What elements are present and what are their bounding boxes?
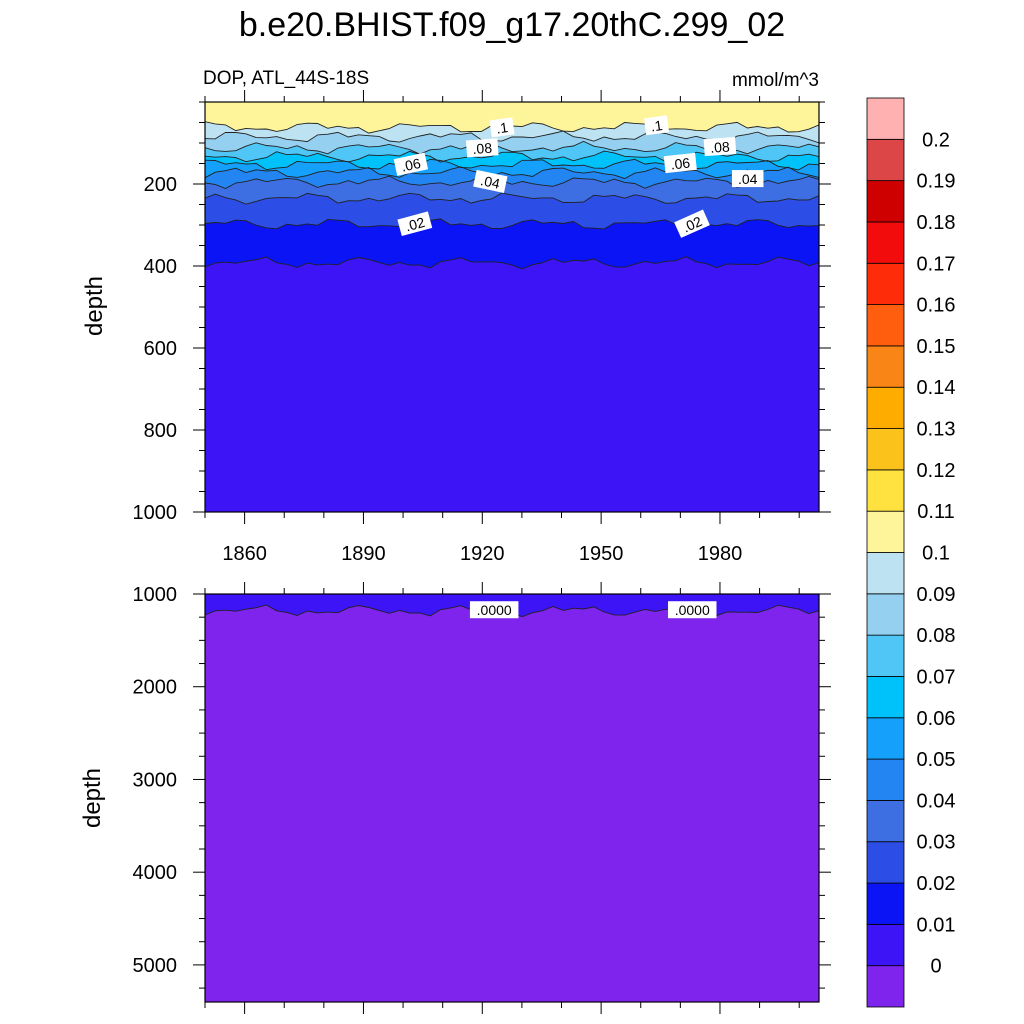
y-tick-label: 200 xyxy=(144,174,177,196)
svg-text:.04: .04 xyxy=(738,171,758,187)
colorbar-tick-label: 0.19 xyxy=(917,171,956,193)
svg-text:.08: .08 xyxy=(710,138,731,155)
svg-text:.1: .1 xyxy=(650,117,664,134)
colorbar-tick-label: 0.2 xyxy=(922,129,950,151)
panel-fill xyxy=(205,594,819,1002)
contour-label: .02 xyxy=(397,211,433,236)
colorbar-tick-label: 0.13 xyxy=(917,419,956,441)
colorbar-box xyxy=(866,758,905,801)
svg-text:.02: .02 xyxy=(680,213,704,236)
colorbar-tick-label: 0.15 xyxy=(917,336,956,358)
colorbar-tick-label: 0.07 xyxy=(917,666,956,688)
colorbar: 0 0.01 0.02 0.03 0.04 0.05 0.06 0.07 0.08 0.09 0.1… xyxy=(866,97,956,1008)
colorbar-box xyxy=(866,345,905,388)
y-tick-label: 1000 xyxy=(133,584,178,606)
colorbar-box xyxy=(866,717,905,760)
contour-line xyxy=(205,192,819,205)
colorbar-box xyxy=(866,593,905,636)
colorbar-box xyxy=(866,469,905,512)
contour-line xyxy=(205,218,819,231)
contour-label: .06 xyxy=(393,152,429,176)
y-tick-label: 4000 xyxy=(133,862,178,884)
upper-y-axis-label: depth xyxy=(81,276,108,336)
contour-label: .0000 xyxy=(667,601,717,619)
colorbar-tick-label: 0.08 xyxy=(917,625,956,647)
colorbar-box xyxy=(866,221,905,264)
colorbar-box xyxy=(866,965,905,1008)
colorbar-tick-label: 0.1 xyxy=(922,543,950,565)
contour-label: .04 xyxy=(731,170,764,188)
x-tick-label: 1980 xyxy=(698,543,743,565)
chart-title: b.e20.BHIST.f09_g17.20thC.299_02 xyxy=(239,6,785,44)
colorbar-tick-label: 0.01 xyxy=(917,914,956,936)
svg-text:.1: .1 xyxy=(495,119,509,136)
x-tick-label: 1920 xyxy=(460,543,505,565)
colorbar-tick-label: 0.05 xyxy=(917,749,956,771)
colorbar-box xyxy=(866,923,905,967)
colorbar-box xyxy=(866,841,905,884)
colorbar-tick-label: 0.18 xyxy=(917,212,956,234)
contour-line xyxy=(205,158,819,171)
x-tick-label: 1950 xyxy=(579,543,624,565)
colorbar-box xyxy=(866,510,905,553)
contour-label: .0000 xyxy=(469,601,519,619)
colorbar-box xyxy=(866,428,905,471)
x-tick-label: 1890 xyxy=(341,543,386,565)
colorbar-tick-label: 0.04 xyxy=(917,790,956,812)
colorbar-tick-label: 0.09 xyxy=(917,584,956,606)
colorbar-box xyxy=(866,138,905,182)
colorbar-tick-label: 0.16 xyxy=(917,295,956,317)
contour-line xyxy=(205,175,819,189)
svg-text:.08: .08 xyxy=(472,140,493,157)
svg-text:.06: .06 xyxy=(670,155,691,173)
svg-text:.06: .06 xyxy=(400,155,423,175)
y-tick-label: 1000 xyxy=(133,502,178,524)
contour-label: .1 xyxy=(643,115,670,136)
colorbar-box xyxy=(866,800,905,843)
colorbar-tick-label: 0.02 xyxy=(917,873,956,895)
y-tick-label: 800 xyxy=(144,420,177,442)
upper-panel: .1.1.08.08.06.06.04.04.02.02200400600800… xyxy=(133,90,831,565)
contour-label: .08 xyxy=(465,138,499,158)
colorbar-tick-label: 0.12 xyxy=(917,460,956,482)
svg-text:.0000: .0000 xyxy=(477,602,512,618)
colorbar-tick-label: 0.06 xyxy=(917,708,956,730)
colorbar-box xyxy=(866,304,905,347)
y-tick-label: 2000 xyxy=(133,677,178,699)
y-tick-label: 5000 xyxy=(133,955,178,977)
contour-label: .1 xyxy=(489,117,515,138)
variable-region-label: DOP, ATL_44S-18S xyxy=(203,68,369,89)
contour-line xyxy=(205,166,819,180)
contour-label: .08 xyxy=(703,137,737,157)
colorbar-box xyxy=(866,634,905,677)
colorbar-box xyxy=(866,552,905,595)
contour-label: .04 xyxy=(473,169,508,194)
colorbar-tick-label: 0 xyxy=(930,956,941,978)
lower-y-axis-label: depth xyxy=(79,768,106,828)
svg-text:.02: .02 xyxy=(403,214,426,235)
contour-line xyxy=(205,256,819,270)
colorbar-box xyxy=(866,97,905,140)
colorbar-box xyxy=(866,386,905,429)
colorbar-tick-label: 0.03 xyxy=(917,832,956,854)
contour-label: .06 xyxy=(663,152,697,174)
lower-panel: .0000 .0000 1000 2000 3000 4000 5000 xyxy=(133,582,831,1014)
colorbar-tick-label: 0.11 xyxy=(917,501,954,523)
contour-label: .02 xyxy=(674,209,710,238)
colorbar-box xyxy=(866,882,905,925)
units-label: mmol/m^3 xyxy=(732,70,819,91)
y-tick-label: 600 xyxy=(144,338,177,360)
colorbar-box xyxy=(866,180,905,223)
y-tick-label: 3000 xyxy=(133,769,178,791)
svg-text:.0000: .0000 xyxy=(675,602,710,618)
colorbar-box xyxy=(866,676,905,719)
x-tick-label: 1860 xyxy=(222,543,267,565)
colorbar-tick-label: 0.17 xyxy=(917,253,956,275)
y-tick-label: 400 xyxy=(144,256,177,278)
plot-frame xyxy=(204,593,820,1003)
svg-text:.04: .04 xyxy=(479,172,502,192)
colorbar-box xyxy=(866,262,905,305)
colorbar-tick-label: 0.14 xyxy=(917,377,956,399)
